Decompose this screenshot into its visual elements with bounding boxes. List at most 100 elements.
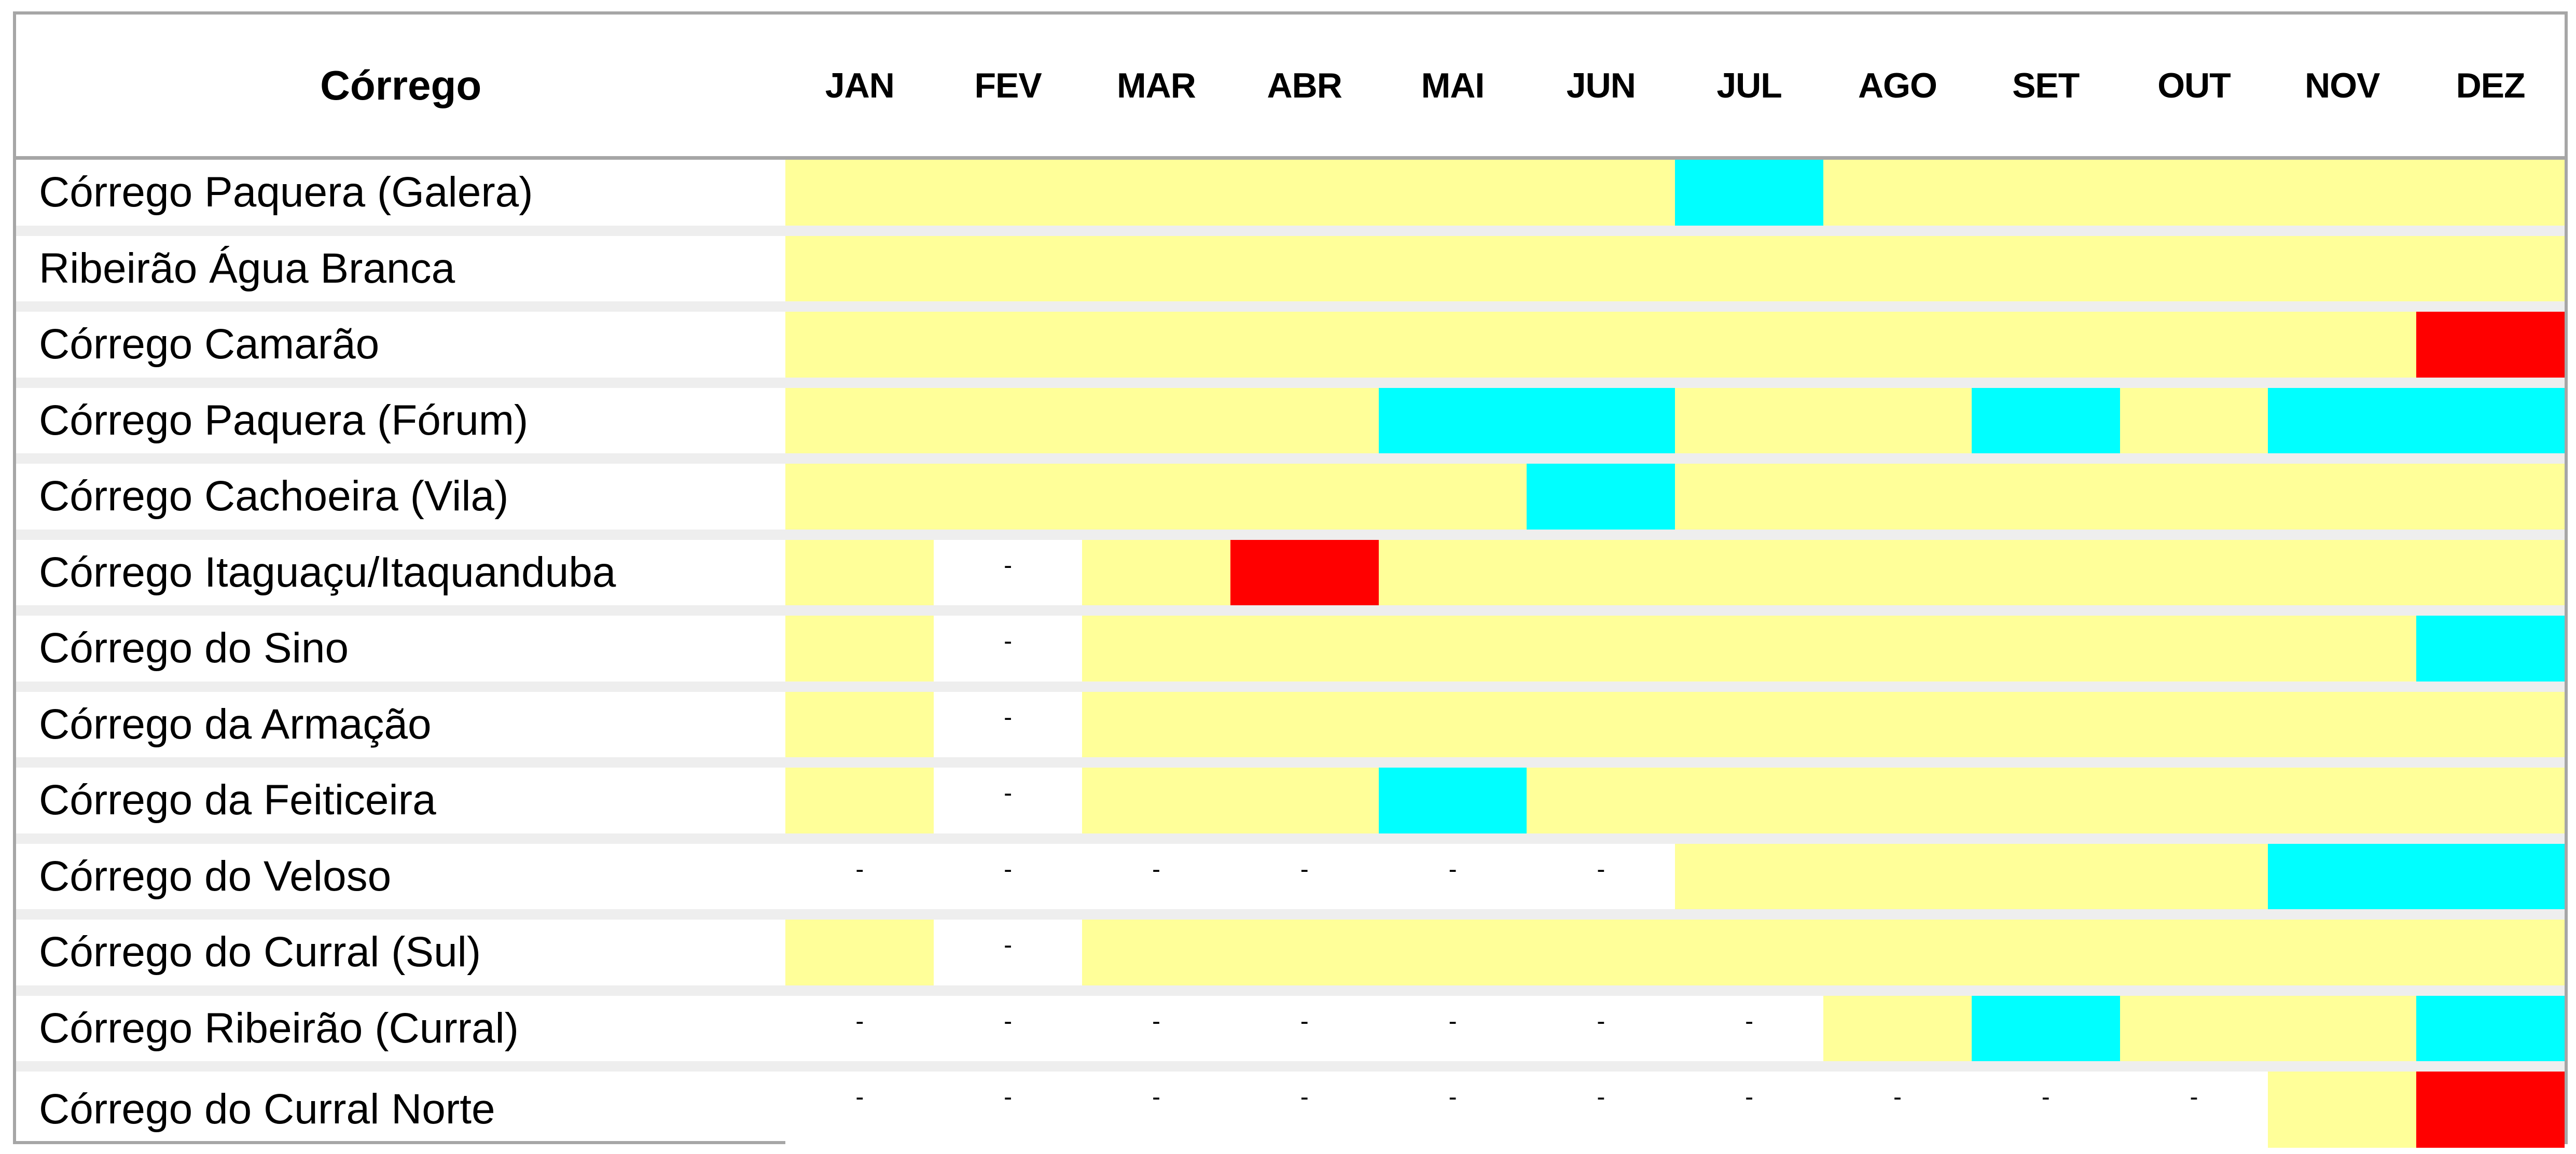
status-cell-jul	[1675, 768, 1824, 833]
header-month-jun: JUN	[1566, 65, 1636, 105]
status-cell-jan	[785, 920, 934, 985]
status-cell-set	[1971, 616, 2120, 682]
status-cell-mar: -	[1082, 1072, 1230, 1148]
status-cell-out	[2120, 464, 2268, 530]
status-cell-nov	[2268, 768, 2417, 833]
status-cell-nov	[2268, 387, 2417, 453]
status-cell-out	[2120, 387, 2268, 453]
status-cell-mai	[1378, 768, 1527, 833]
status-cell-nov	[2268, 995, 2417, 1061]
status-cell-jun	[1527, 691, 1675, 757]
status-cell-jan: -	[785, 843, 934, 909]
status-cell-jun	[1527, 312, 1675, 378]
status-cell-dez	[2416, 691, 2565, 757]
status-cell-dez	[2416, 464, 2565, 530]
status-cell-mar: -	[1082, 995, 1230, 1061]
status-cell-jun	[1527, 920, 1675, 985]
stream-name: Córrego do Veloso	[39, 852, 392, 900]
status-cell-abr	[1230, 768, 1379, 833]
status-cell-fev: -	[934, 1072, 1083, 1148]
status-cell-set	[1971, 160, 2120, 226]
status-cell-jul	[1675, 616, 1824, 682]
status-cell-set	[1971, 464, 2120, 530]
status-cell-fev: -	[934, 995, 1083, 1061]
status-cell-jun	[1527, 616, 1675, 682]
status-cell-set	[1971, 920, 2120, 985]
status-cell-abr	[1230, 616, 1379, 682]
header-month-jul: JUL	[1716, 65, 1782, 105]
status-cell-mai	[1378, 616, 1527, 682]
status-cell-mar	[1082, 691, 1230, 757]
status-cell-nov	[2268, 464, 2417, 530]
status-cell-mar	[1082, 768, 1230, 833]
status-cell-set	[1971, 235, 2120, 301]
status-cell-jan	[785, 768, 934, 833]
status-cell-dez	[2416, 616, 2565, 682]
table-row: Córrego do Sino -	[16, 616, 2565, 692]
stream-name: Córrego do Sino	[39, 624, 349, 672]
status-cell-nov	[2268, 691, 2417, 757]
status-cell-out	[2120, 235, 2268, 301]
status-cell-dez	[2416, 1072, 2565, 1148]
table-row: Córrego Ribeirão (Curral) - - - - - - -	[16, 995, 2565, 1072]
status-cell-set	[1971, 312, 2120, 378]
table-header: Córrego JAN FEV MAR ABR MAI JUN JUL AGO SET OUT NO…	[16, 15, 2565, 160]
status-cell-abr	[1230, 235, 1379, 301]
status-cell-jun	[1527, 539, 1675, 605]
status-cell-fev: -	[934, 616, 1083, 682]
status-cell-nov	[2268, 235, 2417, 301]
status-cell-jan	[785, 160, 934, 226]
table-row: Córrego do Veloso - - - - - -	[16, 843, 2565, 920]
status-cell-jan	[785, 616, 934, 682]
status-cell-jan: -	[785, 995, 934, 1061]
status-cell-ago	[1823, 539, 1972, 605]
table-row: Córrego Camarão	[16, 312, 2565, 388]
status-cell-set	[1971, 387, 2120, 453]
status-cell-abr: -	[1230, 995, 1379, 1061]
table-body: Córrego Paquera (Galera) Ribeirão Água Br…	[16, 160, 2565, 1148]
status-cell-mai	[1378, 464, 1527, 530]
status-cell-out	[2120, 843, 2268, 909]
status-cell-fev: -	[934, 768, 1083, 833]
header-corrego: Córrego	[320, 62, 482, 108]
status-cell-set	[1971, 843, 2120, 909]
status-cell-jan: -	[785, 1072, 934, 1148]
status-cell-jul	[1675, 464, 1824, 530]
status-cell-mai	[1378, 387, 1527, 453]
status-cell-nov	[2268, 160, 2417, 226]
status-cell-jul	[1675, 539, 1824, 605]
status-cell-ago	[1823, 464, 1972, 530]
status-cell-jun	[1527, 235, 1675, 301]
status-cell-dez	[2416, 387, 2565, 453]
status-cell-dez	[2416, 920, 2565, 985]
status-cell-fev	[934, 235, 1083, 301]
status-cell-jun: -	[1527, 843, 1675, 909]
status-cell-out	[2120, 691, 2268, 757]
header-month-abr: ABR	[1267, 65, 1342, 105]
status-cell-jan	[785, 464, 934, 530]
status-cell-fev	[934, 464, 1083, 530]
stream-name: Córrego Paquera (Galera)	[39, 169, 533, 216]
status-cell-jan	[785, 691, 934, 757]
table-row: Córrego da Armação -	[16, 691, 2565, 768]
header-month-mai: MAI	[1421, 65, 1485, 105]
table-row: Córrego do Curral Norte - - - - - - - - - -	[16, 1072, 2565, 1148]
status-cell-fev	[934, 312, 1083, 378]
status-cell-out	[2120, 995, 2268, 1061]
stream-name: Córrego Ribeirão (Curral)	[39, 1004, 519, 1052]
status-cell-mar	[1082, 464, 1230, 530]
status-cell-nov	[2268, 1072, 2417, 1148]
status-cell-dez	[2416, 312, 2565, 378]
status-cell-mai	[1378, 539, 1527, 605]
status-cell-jan	[785, 235, 934, 301]
status-cell-ago	[1823, 691, 1972, 757]
status-cell-fev: -	[934, 920, 1083, 985]
stream-name: Córrego Itaguaçu/Itaquanduba	[39, 548, 616, 596]
header-month-set: SET	[2012, 65, 2080, 105]
status-cell-ago	[1823, 920, 1972, 985]
status-cell-mar	[1082, 235, 1230, 301]
status-cell-nov	[2268, 539, 2417, 605]
status-cell-abr	[1230, 920, 1379, 985]
header-month-jan: JAN	[825, 65, 895, 105]
status-cell-mar: -	[1082, 843, 1230, 909]
